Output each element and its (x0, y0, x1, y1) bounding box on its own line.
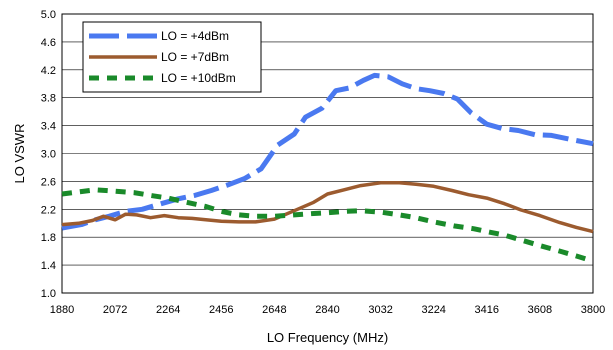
x-tick-label: 2648 (262, 304, 286, 316)
legend-label-2: LO = +7dBm (161, 50, 229, 64)
y-axis-label: LO VSWR (12, 124, 27, 184)
y-tick-label: 3.8 (41, 93, 56, 105)
y-tick-label: 1.8 (41, 232, 56, 244)
y-tick-label: 1.4 (41, 260, 56, 272)
legend-label-1: LO = +4dBm (161, 29, 229, 43)
x-tick-label: 2456 (209, 304, 233, 316)
x-tick-label: 3416 (475, 304, 499, 316)
series-lines (61, 72, 594, 262)
x-tick-label: 3800 (581, 304, 605, 316)
x-tick-label: 2840 (315, 304, 339, 316)
y-tick-label: 4.6 (41, 37, 56, 49)
y-tick-labels: 1.0 1.4 1.8 2.2 2.6 3.0 3.4 3.8 4.2 4.6 5.0 (41, 9, 56, 300)
series-line-3 (61, 187, 589, 262)
y-tick-label: 5.0 (41, 9, 56, 21)
x-tick-label: 3224 (421, 304, 445, 316)
y-tick-label: 2.2 (41, 204, 56, 216)
y-tick-label: 3.4 (41, 121, 56, 133)
plot-frame (61, 13, 594, 294)
legend-label-3: LO = +10dBm (161, 71, 236, 85)
x-tick-label: 2072 (103, 304, 127, 316)
legend: LO = +4dBm LO = +7dBm LO = +10dBm (82, 21, 262, 93)
series-line-1 (61, 72, 594, 231)
x-tick-label: 3032 (368, 304, 392, 316)
x-tick-label: 1880 (50, 304, 74, 316)
y-tick-label: 3.0 (41, 149, 56, 161)
y-tick-label: 2.6 (41, 176, 56, 188)
x-tick-label: 2264 (156, 304, 180, 316)
y-tick-label: 4.2 (41, 65, 56, 77)
x-axis-label: LO Frequency (MHz) (267, 330, 388, 345)
x-tick-labels: 1880 2072 2264 2456 2648 2840 3032 3224 3416 3608… (50, 304, 605, 316)
x-tick-label: 3608 (528, 304, 552, 316)
y-tick-label: 1.0 (41, 288, 56, 300)
series-line-2 (61, 181, 594, 234)
